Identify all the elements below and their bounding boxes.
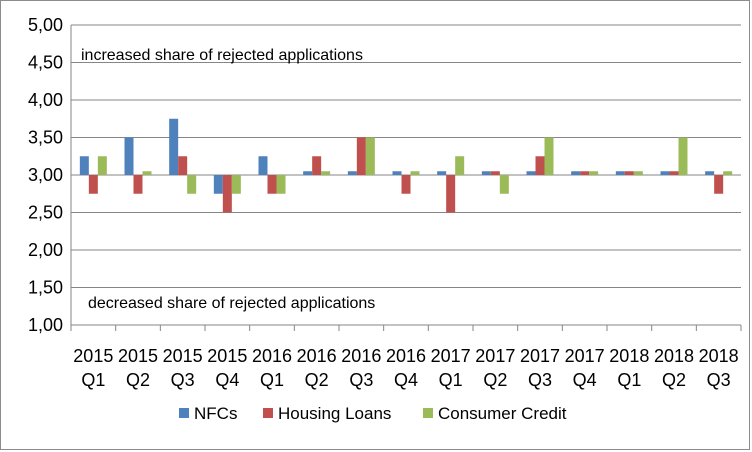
- bar-housing-loans: [312, 156, 322, 175]
- x-tick-label-quarter: Q4: [394, 370, 418, 390]
- annotation-top: increased share of rejected applications: [81, 47, 363, 64]
- y-tick-label: 2,00: [28, 240, 63, 260]
- bar-consumer-credit: [231, 175, 241, 194]
- bar-housing-loans: [490, 171, 500, 175]
- bar-housing-loans: [714, 175, 724, 194]
- bar-nfcs: [124, 137, 134, 175]
- bar-housing-loans: [669, 171, 679, 175]
- bar-consumer-credit: [142, 171, 152, 175]
- bar-housing-loans: [624, 171, 634, 175]
- bar-nfcs: [571, 171, 581, 175]
- x-tick-label-year: 2015: [207, 346, 247, 366]
- bar-nfcs: [481, 171, 491, 175]
- bar-nfcs: [392, 171, 402, 175]
- x-tick-label-year: 2016: [341, 346, 381, 366]
- bar-housing-loans: [356, 137, 366, 175]
- x-tick-label-year: 2018: [654, 346, 694, 366]
- bar-nfcs: [615, 171, 625, 175]
- bar-nfcs: [347, 171, 357, 175]
- bar-nfcs: [303, 171, 313, 175]
- x-tick-label-year: 2018: [699, 346, 739, 366]
- bar-nfcs: [258, 156, 268, 175]
- bar-consumer-credit: [276, 175, 286, 194]
- x-tick-label-quarter: Q3: [171, 370, 195, 390]
- x-tick-label-quarter: Q1: [260, 370, 284, 390]
- x-tick-label-year: 2015: [163, 346, 203, 366]
- bar-consumer-credit: [365, 137, 375, 175]
- legend-swatch: [423, 408, 433, 418]
- x-tick-label-quarter: Q1: [617, 370, 641, 390]
- bar-consumer-credit: [633, 171, 643, 175]
- bar-housing-loans: [133, 175, 143, 194]
- x-tick-label-quarter: Q3: [349, 370, 373, 390]
- bar-consumer-credit: [723, 171, 733, 175]
- bar-housing-loans: [222, 175, 232, 213]
- bar-housing-loans: [267, 175, 277, 194]
- y-tick-label: 4,00: [28, 90, 63, 110]
- x-tick-label-quarter: Q2: [662, 370, 686, 390]
- tick-labels: 1,00 1,50 2,00 2,50 3,00 3,50 4,00 4,50 5,00 2015…: [28, 15, 739, 390]
- bar-nfcs: [437, 171, 447, 175]
- x-tick-label-year: 2017: [475, 346, 515, 366]
- bar-consumer-credit: [499, 175, 509, 194]
- bar-consumer-credit: [455, 156, 465, 175]
- y-tick-label: 1,00: [28, 315, 63, 335]
- bar-consumer-credit: [97, 156, 107, 175]
- x-tick-label-quarter: Q1: [439, 370, 463, 390]
- x-tick-label-year: 2017: [565, 346, 605, 366]
- y-tick-label: 4,50: [28, 53, 63, 73]
- y-tick-label: 5,00: [28, 15, 63, 35]
- x-tick-label-year: 2017: [520, 346, 560, 366]
- bar-consumer-credit: [678, 137, 688, 175]
- bar-housing-loans: [535, 156, 545, 175]
- bars: [79, 118, 733, 213]
- bar-nfcs: [79, 156, 89, 175]
- bar-consumer-credit: [410, 171, 420, 175]
- bar-consumer-credit: [589, 171, 599, 175]
- legend-swatch: [179, 408, 189, 418]
- x-tick-label-quarter: Q2: [483, 370, 507, 390]
- y-tick-label: 2,50: [28, 203, 63, 223]
- bar-nfcs: [169, 118, 179, 175]
- axes: [70, 25, 742, 331]
- bar-housing-loans: [580, 171, 590, 175]
- bar-consumer-credit: [187, 175, 197, 194]
- bar-consumer-credit: [544, 137, 554, 175]
- x-tick-label-year: 2017: [431, 346, 471, 366]
- bar-nfcs: [705, 171, 715, 175]
- x-tick-label-quarter: Q4: [573, 370, 597, 390]
- bar-consumer-credit: [321, 171, 331, 175]
- legend: NFCs Housing Loans Consumer Credit: [179, 404, 567, 423]
- x-tick-label-year: 2015: [118, 346, 158, 366]
- bar-nfcs: [660, 171, 670, 175]
- bar-housing-loans: [401, 175, 411, 194]
- bar-housing-loans: [446, 175, 456, 213]
- bar-nfcs: [526, 171, 536, 175]
- x-tick-label-year: 2018: [609, 346, 649, 366]
- legend-label: NFCs: [194, 404, 237, 423]
- y-tick-label: 1,50: [28, 278, 63, 298]
- x-tick-label-year: 2016: [386, 346, 426, 366]
- bar-nfcs: [213, 175, 223, 194]
- legend-label: Consumer Credit: [438, 404, 567, 423]
- x-tick-label-quarter: Q4: [215, 370, 239, 390]
- y-tick-label: 3,50: [28, 128, 63, 148]
- bar-housing-loans: [88, 175, 98, 194]
- x-tick-label-year: 2015: [73, 346, 113, 366]
- bar-housing-loans: [178, 156, 188, 175]
- x-tick-label-quarter: Q2: [305, 370, 329, 390]
- x-tick-label-quarter: Q2: [126, 370, 150, 390]
- x-tick-label-quarter: Q3: [707, 370, 731, 390]
- y-tick-label: 3,00: [28, 165, 63, 185]
- x-tick-label-quarter: Q1: [81, 370, 105, 390]
- legend-label: Housing Loans: [278, 404, 391, 423]
- x-tick-label-year: 2016: [252, 346, 292, 366]
- x-tick-label-year: 2016: [297, 346, 337, 366]
- x-tick-label-quarter: Q3: [528, 370, 552, 390]
- legend-swatch: [263, 408, 273, 418]
- annotation-bottom: decreased share of rejected applications: [88, 295, 375, 312]
